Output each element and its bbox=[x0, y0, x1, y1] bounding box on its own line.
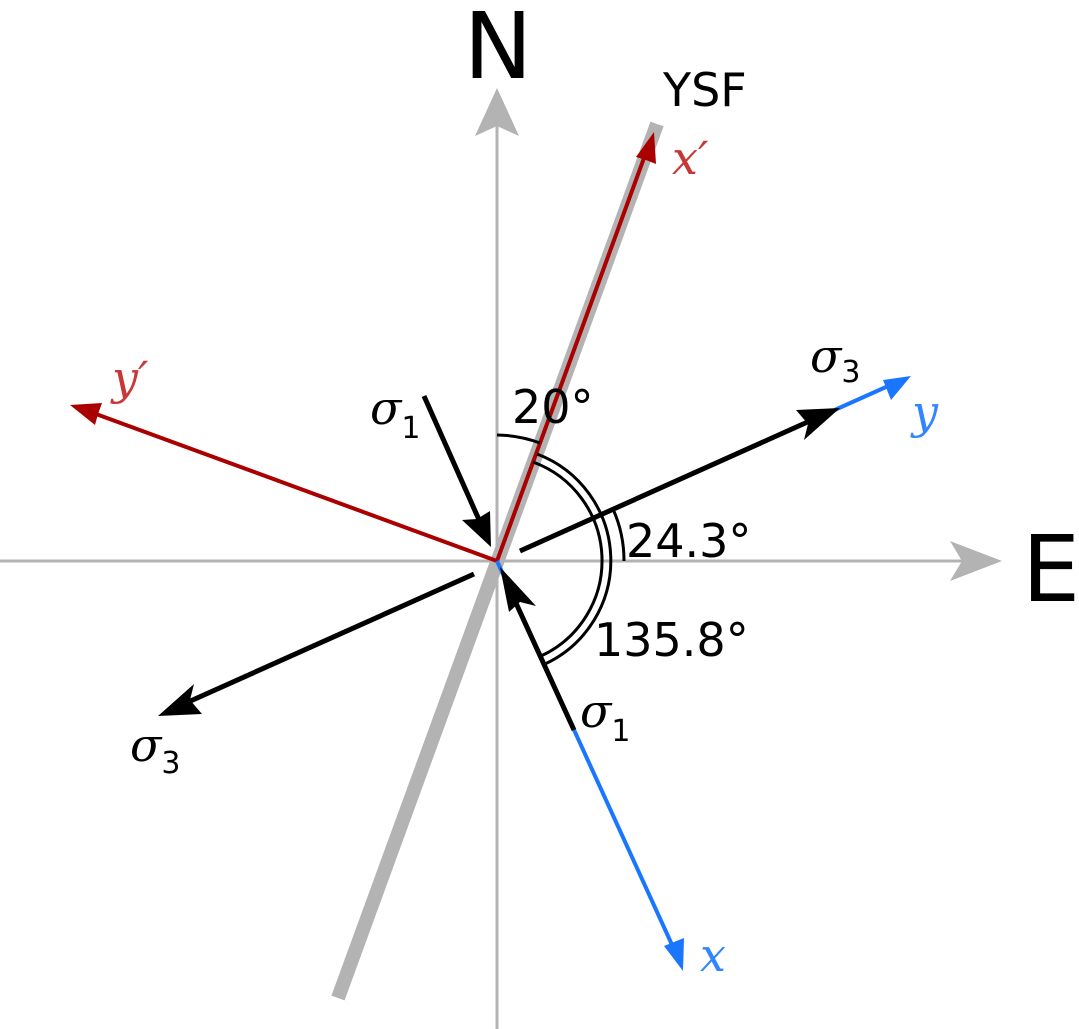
y-arrowhead-icon bbox=[883, 376, 911, 400]
angle-135-label: 135.8° bbox=[594, 613, 749, 667]
fault-label: YSF bbox=[662, 63, 747, 117]
sigma1-arrow-nw bbox=[421, 394, 491, 547]
east-label: E bbox=[1022, 516, 1079, 623]
sigma3-ne-arrowhead-icon bbox=[796, 408, 840, 440]
north-label: N bbox=[464, 0, 533, 100]
arc-135-degrees bbox=[532, 452, 613, 666]
sigma1-arrow-se bbox=[500, 567, 577, 732]
y-prime-axis bbox=[70, 403, 498, 563]
sigma3-label-sw: σ3 bbox=[130, 718, 181, 781]
sigma3-ne-symbol: σ bbox=[810, 329, 843, 383]
x-prime-label: x′ bbox=[672, 131, 709, 185]
sigma3-sw-symbol: σ bbox=[130, 718, 163, 772]
north-arrowhead-icon bbox=[475, 88, 519, 136]
x-prime-arrowhead-icon bbox=[636, 132, 656, 164]
sigma1-label-se: σ1 bbox=[580, 684, 631, 749]
y-label: y bbox=[910, 385, 939, 439]
sigma1-label-nw: σ1 bbox=[370, 381, 421, 446]
east-axis bbox=[0, 541, 1002, 581]
sigma3-arrow-ne bbox=[518, 408, 840, 554]
arc-24-degrees bbox=[611, 508, 626, 562]
east-arrowhead-icon bbox=[950, 541, 1002, 581]
y-prime-arrowhead-icon bbox=[70, 403, 102, 425]
angle-20-label: 20° bbox=[512, 380, 594, 434]
x-label: x bbox=[700, 928, 726, 982]
sigma1-se-subscript: 1 bbox=[611, 714, 630, 749]
arc-20-degrees bbox=[496, 433, 541, 445]
sigma3-label-ne: σ3 bbox=[810, 329, 861, 390]
sigma1-nw-subscript: 1 bbox=[401, 411, 420, 446]
sigma3-sw-arrowhead-icon bbox=[158, 684, 202, 716]
sigma3-ne-subscript: 3 bbox=[841, 355, 860, 390]
sigma3-sw-subscript: 3 bbox=[161, 746, 180, 781]
sigma1-se-symbol: σ bbox=[580, 684, 613, 738]
y-prime-label: y′ bbox=[110, 351, 149, 405]
sigma1-nw-arrowhead-icon bbox=[462, 511, 491, 547]
angle-24-label: 24.3° bbox=[626, 514, 751, 568]
sigma1-se-arrowhead-icon bbox=[500, 567, 536, 612]
x-prime-axis bbox=[495, 132, 656, 562]
sigma1-nw-symbol: σ bbox=[370, 381, 403, 435]
x-arrowhead-icon bbox=[664, 938, 684, 971]
sigma3-arrow-sw bbox=[158, 571, 476, 716]
